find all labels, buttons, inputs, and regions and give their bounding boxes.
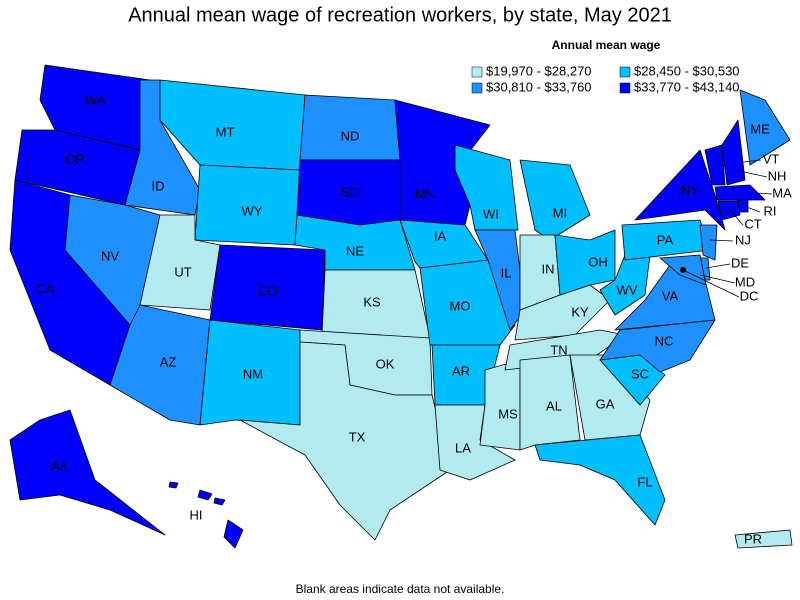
- state-label: CO: [258, 283, 278, 298]
- state-label: ND: [341, 128, 360, 143]
- legend-label: $30,810 - $33,760: [486, 79, 592, 94]
- state-label: MO: [450, 298, 471, 313]
- state-label: NY: [681, 182, 699, 197]
- state-shape: [223, 519, 244, 549]
- state-shape: [9, 409, 166, 536]
- state-label: OH: [588, 254, 608, 269]
- state-shape: [474, 229, 526, 331]
- state-label: OR: [65, 151, 85, 166]
- state-label: NH: [768, 168, 787, 183]
- state-shape: [739, 89, 791, 166]
- state-label: HI: [190, 507, 203, 522]
- state-label: VA: [662, 288, 679, 303]
- state-label: IA: [434, 228, 447, 243]
- state-label: TN: [550, 342, 567, 357]
- state-shape: [239, 341, 451, 541]
- state-label: RI: [764, 203, 777, 218]
- state-label: OK: [376, 356, 395, 371]
- state-shape: [704, 144, 726, 186]
- legend-label: $28,450 - $30,530: [634, 63, 740, 78]
- state-shape: [394, 99, 491, 226]
- leader-line: [754, 192, 773, 195]
- state-label: FL: [637, 474, 652, 489]
- state-label: SC: [631, 366, 649, 381]
- map-title: Annual mean wage of recreation workers, …: [128, 4, 672, 26]
- state-label: PR: [744, 531, 762, 546]
- state-shape: [197, 489, 213, 501]
- state-label: LA: [455, 440, 471, 455]
- state-label: MA: [772, 185, 792, 200]
- state-label: CA: [36, 281, 54, 296]
- state-label: WI: [483, 206, 499, 221]
- leader-line: [709, 239, 734, 242]
- state-label: CT: [744, 216, 761, 231]
- state-label: MT: [216, 124, 235, 139]
- state-shape: [734, 529, 793, 549]
- state-label: PA: [657, 232, 674, 247]
- state-shape: [419, 259, 516, 346]
- state-label: UT: [174, 264, 191, 279]
- state-label: NC: [655, 333, 674, 348]
- legend-swatch: [471, 82, 483, 94]
- state-label: MS: [498, 406, 518, 421]
- state-shape: [168, 481, 179, 489]
- state-label: TX: [349, 429, 366, 444]
- state-shape: [213, 497, 226, 506]
- state-label: AR: [452, 363, 470, 378]
- state-label: MN: [415, 186, 435, 201]
- legend-swatch: [619, 82, 631, 94]
- state-shape: [634, 149, 726, 231]
- state-label: ID: [152, 178, 165, 193]
- leader-line: [743, 205, 761, 213]
- state-label: AK: [51, 458, 69, 473]
- state-shape: [479, 359, 521, 451]
- state-label: NM: [243, 366, 263, 381]
- state-label: DE: [731, 255, 749, 270]
- state-label: NJ: [735, 232, 751, 247]
- state-label: SD: [341, 184, 359, 199]
- leader-line: [729, 209, 744, 226]
- leader-line: [705, 263, 731, 269]
- leader-line: [682, 269, 740, 298]
- state-label: GA: [596, 396, 615, 411]
- state-label: NV: [101, 248, 119, 263]
- state-shape: [519, 159, 591, 241]
- state-label: DC: [740, 288, 759, 303]
- state-label: MI: [553, 205, 567, 220]
- legend-swatch: [471, 66, 483, 78]
- state-label: WA: [85, 92, 106, 107]
- legend-swatch: [619, 66, 631, 78]
- state-shape: [721, 119, 746, 186]
- legend-label: $19,970 - $28,270: [486, 63, 592, 78]
- state-label: KS: [363, 294, 381, 309]
- state-label: IL: [501, 265, 512, 280]
- state-label: KY: [571, 304, 589, 319]
- state-label: IN: [542, 261, 555, 276]
- leader-line: [699, 274, 736, 284]
- state-label: AL: [546, 398, 562, 413]
- legend-title: Annual mean wage: [552, 38, 661, 52]
- state-label: WV: [617, 282, 638, 297]
- state-label: AZ: [160, 354, 177, 369]
- footnote: Blank areas indicate data not available.: [296, 582, 505, 596]
- state-shape: [699, 224, 718, 261]
- state-label: MD: [735, 274, 755, 289]
- state-label: ME: [750, 121, 770, 136]
- state-shape: [714, 184, 766, 201]
- state-label: NE: [346, 243, 364, 258]
- state-shape: [534, 434, 666, 526]
- legend-label: $33,770 - $43,140: [634, 79, 740, 94]
- state-shape: [599, 319, 716, 373]
- leader-line: [734, 169, 768, 178]
- state-label: VT: [763, 151, 780, 166]
- state-label: WY: [242, 203, 263, 218]
